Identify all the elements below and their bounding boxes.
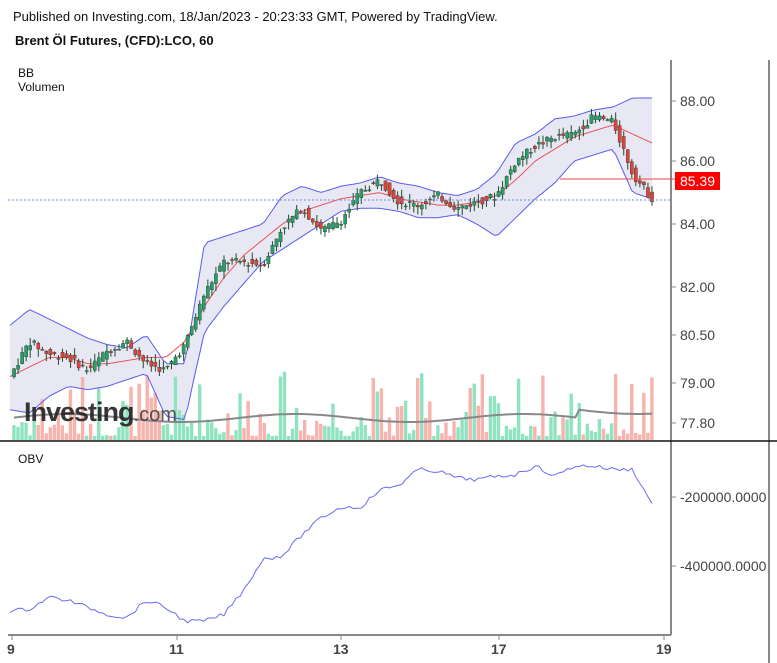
legend-volume: Volumen <box>18 80 65 94</box>
candlesticks <box>12 108 654 379</box>
publish-info: Published on Investing.com, 18/Jan/2023 … <box>13 9 498 24</box>
x-tick: 9 <box>7 641 15 657</box>
bb-basis-line <box>9 124 653 378</box>
x-tick: 19 <box>656 641 672 657</box>
bb-upper-line <box>9 97 652 365</box>
y-tick: 77.80 <box>680 415 716 431</box>
y-tick: 88.00 <box>680 93 716 109</box>
obv-y-tick: -400000.0000 <box>680 558 767 574</box>
legend-obv: OBV <box>18 452 44 466</box>
x-tick: 13 <box>333 641 349 657</box>
y-tick: 79.00 <box>680 375 716 391</box>
investing-logo: Investing.com <box>24 397 177 427</box>
volume-ma-line <box>13 408 653 423</box>
x-tick: 11 <box>169 641 184 657</box>
y-tick: 86.00 <box>680 153 716 169</box>
y-tick: 84.00 <box>680 216 716 232</box>
obv-y-tick: -200000.0000 <box>680 489 767 505</box>
y-tick: 82.00 <box>680 279 716 295</box>
obv-line <box>9 464 653 624</box>
chart-title: Brent Öl Futures, (CFD):LCO, 60 <box>15 33 214 48</box>
x-tick: 17 <box>491 641 507 657</box>
legend-bb: BB <box>18 66 35 80</box>
bollinger-fill <box>10 98 652 420</box>
bb-lower-line <box>9 148 653 420</box>
y-tick: 80.50 <box>680 327 716 343</box>
current-price-tag: 85.39 <box>675 172 720 190</box>
